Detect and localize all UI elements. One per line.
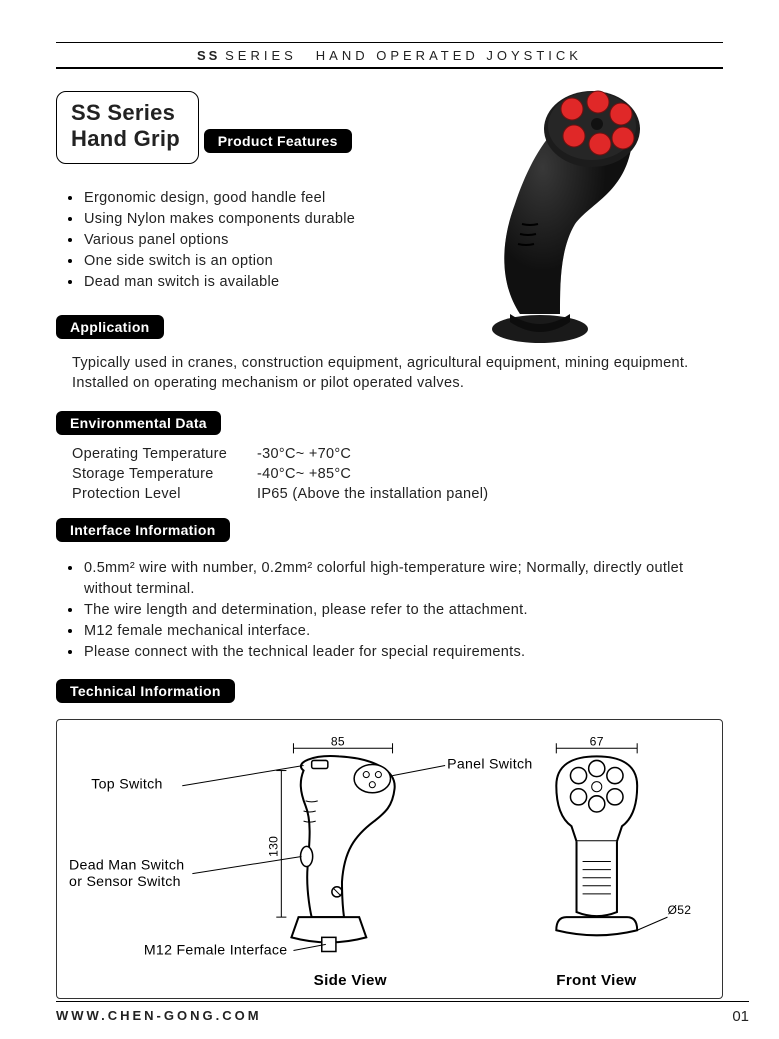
interface-item: The wire length and determination, pleas… (68, 600, 723, 621)
footer-url: WWW.CHEN-GONG.COM (56, 1008, 262, 1025)
feature-item: One side switch is an option (68, 251, 723, 272)
interface-item: 0.5mm² wire with number, 0.2mm² colorful… (68, 558, 723, 600)
page-header: SS SERIES HAND OPERATED JOYSTICK (56, 42, 723, 69)
interface-item: M12 female mechanical interface. (68, 621, 723, 642)
page-number: 01 (732, 1008, 749, 1025)
section-features: Product Features (204, 129, 352, 153)
dim-base-dia: Ø52 (668, 903, 692, 917)
header-series: SS (197, 48, 220, 63)
callout-top-switch: Top Switch (91, 776, 162, 792)
callout-deadman-1: Dead Man Switch (69, 857, 184, 873)
title-line2: Hand Grip (71, 126, 180, 152)
callout-m12: M12 Female Interface (144, 942, 288, 958)
page-footer: WWW.CHEN-GONG.COM 01 (56, 1001, 749, 1025)
front-view-label: Front View (556, 972, 636, 989)
section-application: Application (56, 315, 164, 339)
dim-height: 130 (266, 836, 280, 857)
env-table: Operating Temperature-30°C~ +70°C Storag… (56, 445, 723, 504)
interface-item: Please connect with the technical leader… (68, 642, 723, 663)
feature-item: Various panel options (68, 230, 723, 251)
section-tech: Technical Information (56, 679, 235, 703)
section-env: Environmental Data (56, 411, 221, 435)
side-view-label: Side View (314, 972, 387, 989)
dim-front-top: 67 (590, 734, 604, 748)
interface-list: 0.5mm² wire with number, 0.2mm² colorful… (68, 558, 723, 663)
application-text: Typically used in cranes, construction e… (72, 353, 723, 394)
callout-panel-switch: Panel Switch (447, 756, 532, 772)
technical-diagram: 85 130 (56, 719, 723, 999)
callout-deadman-2: or Sensor Switch (69, 873, 181, 889)
title-box: SS Series Hand Grip (56, 91, 199, 164)
feature-item: Ergonomic design, good handle feel (68, 188, 723, 209)
header-series-suffix: SERIES (225, 48, 297, 63)
section-interface: Interface Information (56, 518, 230, 542)
features-list: Ergonomic design, good handle feel Using… (68, 188, 723, 293)
header-product: HAND OPERATED JOYSTICK (316, 48, 582, 63)
title-line1: SS Series (71, 100, 180, 126)
dim-width: 85 (331, 734, 345, 748)
feature-item: Dead man switch is available (68, 272, 723, 293)
feature-item: Using Nylon makes components durable (68, 209, 723, 230)
